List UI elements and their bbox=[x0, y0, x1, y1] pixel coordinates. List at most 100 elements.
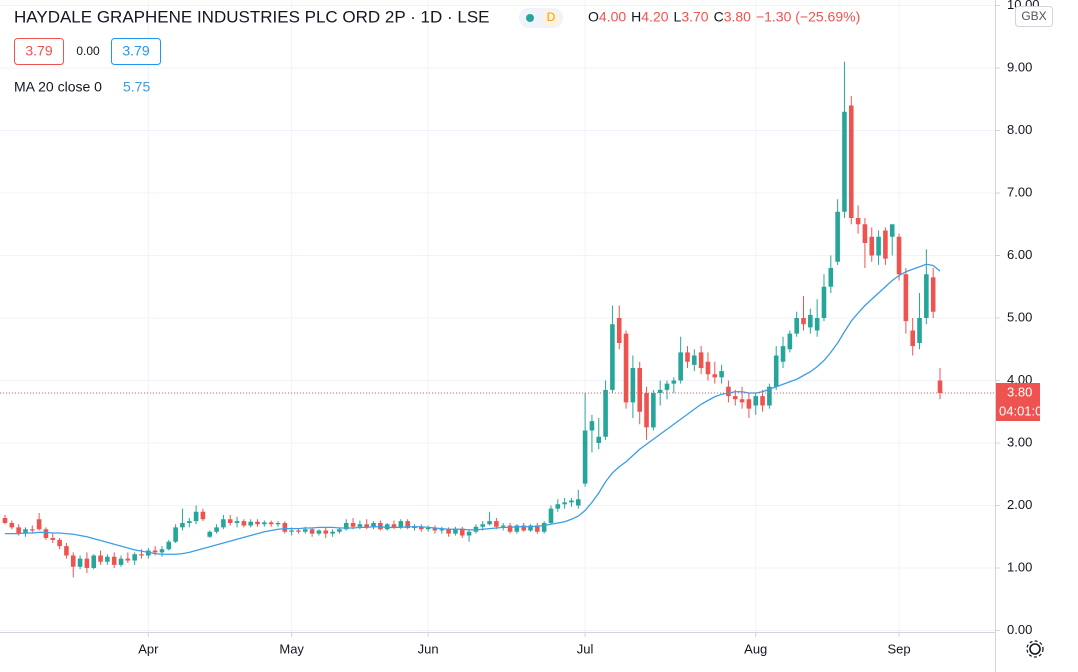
ohlc-value: 4.20 bbox=[641, 9, 668, 25]
candle-body bbox=[760, 396, 765, 406]
candle-body bbox=[876, 236, 881, 256]
countdown-label: 04:01:09 bbox=[999, 403, 1050, 418]
candle-body bbox=[357, 524, 363, 527]
candle-body bbox=[118, 558, 124, 565]
settings-icon[interactable] bbox=[1026, 640, 1044, 658]
candle-body bbox=[337, 529, 342, 532]
candle-body bbox=[753, 396, 759, 406]
candle-body bbox=[309, 529, 315, 534]
candle-body bbox=[50, 538, 56, 540]
candle-body bbox=[43, 529, 49, 538]
candle-body bbox=[364, 524, 370, 528]
candle-body bbox=[282, 523, 288, 532]
candle-body bbox=[808, 314, 813, 328]
candle-body bbox=[664, 383, 670, 390]
candle-body bbox=[275, 523, 281, 525]
candle-body bbox=[398, 521, 404, 528]
currency-label[interactable]: GBX bbox=[1021, 9, 1046, 23]
candle-body bbox=[323, 530, 329, 534]
y-tick-label: 10.00 bbox=[1007, 0, 1040, 12]
candle-body bbox=[685, 352, 690, 362]
x-tick-label: Jun bbox=[418, 641, 439, 656]
sell-price[interactable]: 3.79 bbox=[25, 43, 52, 59]
candle-body bbox=[186, 521, 192, 523]
candle-body bbox=[821, 286, 827, 318]
candle-body bbox=[528, 525, 533, 531]
candle-body bbox=[787, 333, 793, 350]
candle-body bbox=[801, 318, 806, 325]
ohlc-key: O bbox=[588, 9, 599, 25]
candle-body bbox=[712, 374, 718, 378]
last-price-box bbox=[996, 383, 1040, 421]
currency-badge[interactable] bbox=[1015, 6, 1053, 27]
candle-body bbox=[432, 528, 438, 531]
candle-body bbox=[343, 523, 349, 530]
ma-line bbox=[5, 263, 941, 555]
candle-body bbox=[453, 528, 458, 534]
candle-body bbox=[159, 549, 165, 553]
candle-body bbox=[739, 399, 745, 403]
candle-body bbox=[671, 380, 677, 384]
grid bbox=[0, 0, 995, 632]
y-tick-label: 7.00 bbox=[1007, 184, 1032, 199]
delay-badge-label: D bbox=[547, 10, 556, 24]
candle-body bbox=[91, 555, 97, 568]
candle-body bbox=[848, 105, 854, 218]
candle-body bbox=[152, 550, 158, 553]
sell-button[interactable] bbox=[14, 38, 64, 65]
ohlc-value: 4.00 bbox=[599, 9, 626, 25]
candle-body bbox=[23, 529, 28, 534]
y-tick-label: 2.00 bbox=[1007, 497, 1032, 512]
candle-body bbox=[883, 230, 888, 259]
candle-body bbox=[350, 523, 356, 527]
candle-body bbox=[193, 511, 199, 522]
x-tick-label: May bbox=[279, 641, 304, 656]
candle-body bbox=[862, 224, 868, 243]
candle-body bbox=[268, 522, 274, 525]
candle-body bbox=[330, 531, 335, 534]
candle-body bbox=[84, 558, 90, 568]
candle-body bbox=[139, 554, 144, 556]
candle-body bbox=[36, 519, 42, 530]
ohlc-change: −1.30 (−25.69%) bbox=[756, 9, 860, 25]
candle-body bbox=[773, 355, 779, 387]
candle-body bbox=[419, 526, 424, 530]
candle-body bbox=[637, 368, 643, 412]
candle-body bbox=[924, 274, 929, 318]
candle-body bbox=[835, 211, 840, 262]
candle-body bbox=[200, 511, 206, 520]
plot bbox=[0, 61, 995, 578]
candle-body bbox=[500, 525, 506, 527]
candle-body bbox=[569, 500, 574, 503]
candle-body bbox=[316, 530, 322, 534]
candle-body bbox=[917, 318, 922, 343]
candle-body bbox=[507, 525, 513, 532]
spread: 0.00 bbox=[76, 44, 100, 58]
candle-body bbox=[610, 324, 615, 390]
candle-body bbox=[828, 268, 834, 287]
candle-body bbox=[77, 558, 83, 567]
candle-body bbox=[439, 529, 445, 531]
candle-body bbox=[842, 111, 847, 212]
candle-body bbox=[889, 224, 895, 237]
candle-body bbox=[555, 504, 561, 509]
candle-body bbox=[732, 396, 738, 400]
candle-body bbox=[70, 555, 76, 567]
candle-body bbox=[105, 556, 110, 562]
candle-body bbox=[535, 525, 540, 532]
candle-body bbox=[746, 399, 752, 409]
buy-price[interactable]: 3.79 bbox=[122, 43, 149, 59]
candle-body bbox=[698, 352, 704, 368]
buy-button[interactable] bbox=[111, 38, 161, 65]
candle-body bbox=[692, 355, 697, 365]
candle-body bbox=[930, 277, 936, 312]
x-tick-label: Jul bbox=[577, 641, 594, 656]
candle-body bbox=[869, 236, 875, 256]
candle-body bbox=[494, 521, 499, 527]
candle-body bbox=[589, 421, 595, 431]
candle-body bbox=[425, 528, 431, 530]
symbol-title: HAYDALE GRAPHENE INDUSTRIES PLC ORD 2P ·… bbox=[14, 7, 490, 26]
candle-body bbox=[548, 508, 554, 523]
candle-body bbox=[16, 527, 21, 534]
